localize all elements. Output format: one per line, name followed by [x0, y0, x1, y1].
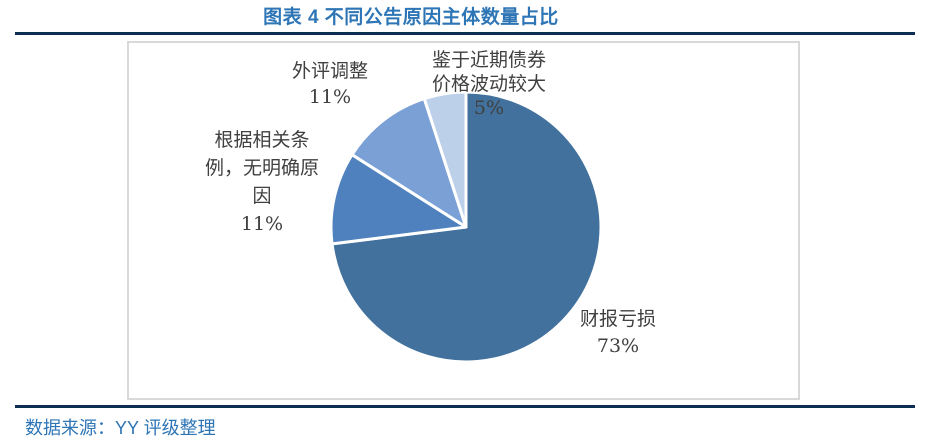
slice-label-line: 价格波动较大	[431, 73, 546, 95]
pie-slice-1	[329, 153, 468, 246]
figure-title: 图表 4 不同公告原因主体数量占比	[263, 7, 559, 28]
pie-slice-3	[422, 90, 468, 229]
slice-label-line: 根据相关条	[214, 129, 310, 151]
slice-label-bond-price: 鉴于近期债券 价格波动较大 5%	[404, 48, 574, 120]
top-rule	[15, 32, 915, 35]
slice-label-no-clear-reason: 根据相关条 例，无明确原 因 11%	[177, 126, 347, 238]
slice-label-line: 鉴于近期债券	[431, 49, 546, 71]
slice-label-pct: 11%	[308, 86, 352, 108]
pie-slice-2	[350, 97, 468, 229]
pie-chart	[329, 90, 603, 364]
slice-label-pct: 73%	[596, 335, 640, 357]
slice-label-pct: 11%	[240, 213, 284, 235]
slice-label-line: 例，无明确原	[204, 157, 319, 179]
bottom-rule	[15, 405, 915, 408]
slice-label-line: 因	[252, 185, 272, 207]
slice-label-financial-loss: 财报亏损 73%	[538, 306, 698, 360]
chart-area: 鉴于近期债券 价格波动较大 5% 外评调整 11% 根据相关条 例，无明确原 因…	[127, 41, 800, 400]
slice-label-external-rating: 外评调整 11%	[255, 58, 405, 110]
data-source: 数据来源：YY 评级整理	[25, 418, 216, 438]
slice-label-line: 外评调整	[291, 60, 368, 82]
slice-label-line: 财报亏损	[579, 308, 656, 330]
slice-label-pct: 5%	[473, 97, 505, 119]
